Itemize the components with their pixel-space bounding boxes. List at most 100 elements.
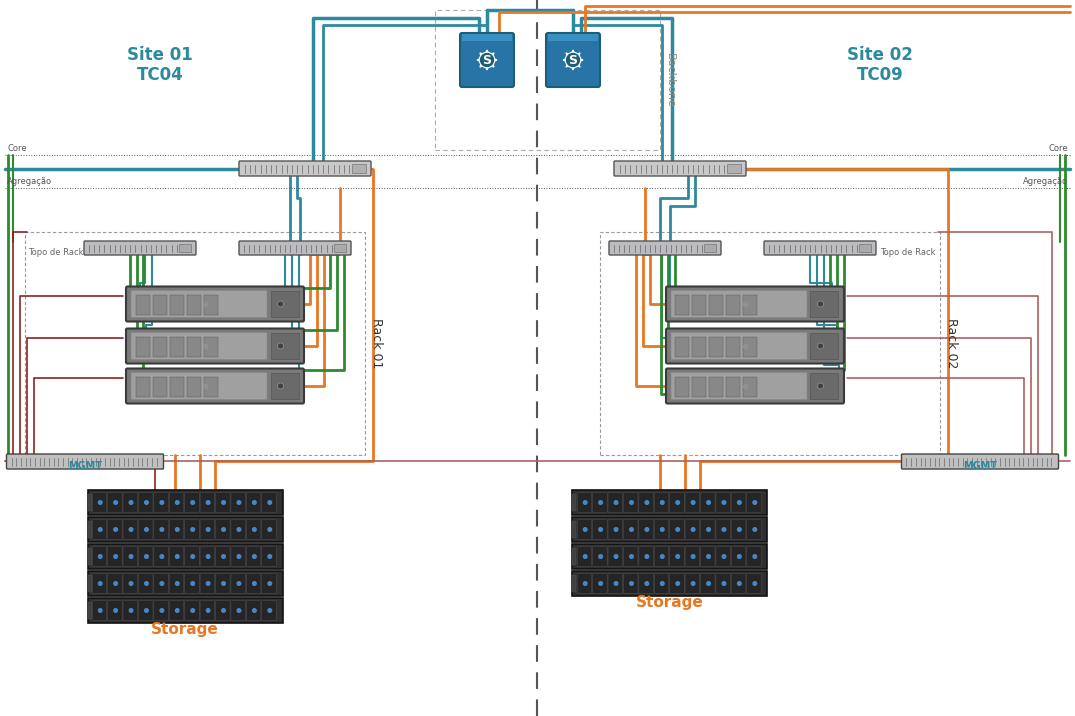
Circle shape xyxy=(238,555,241,558)
Circle shape xyxy=(238,500,241,504)
Circle shape xyxy=(706,500,711,504)
Circle shape xyxy=(630,555,633,558)
FancyBboxPatch shape xyxy=(577,547,591,566)
Bar xyxy=(170,377,184,397)
Circle shape xyxy=(191,609,195,612)
Text: Storage: Storage xyxy=(152,622,219,637)
Circle shape xyxy=(645,528,648,531)
FancyBboxPatch shape xyxy=(126,369,304,404)
FancyBboxPatch shape xyxy=(262,547,276,566)
Circle shape xyxy=(584,500,587,504)
Text: Site 02
TC09: Site 02 TC09 xyxy=(847,46,913,84)
Circle shape xyxy=(645,555,648,558)
Bar xyxy=(727,295,741,315)
Circle shape xyxy=(238,609,241,612)
FancyBboxPatch shape xyxy=(685,574,700,594)
FancyBboxPatch shape xyxy=(262,574,276,594)
Bar xyxy=(573,548,576,565)
FancyBboxPatch shape xyxy=(262,601,276,620)
Bar xyxy=(87,490,283,515)
FancyBboxPatch shape xyxy=(546,33,600,87)
FancyBboxPatch shape xyxy=(139,574,153,594)
Circle shape xyxy=(221,581,226,585)
Circle shape xyxy=(206,581,210,585)
FancyBboxPatch shape xyxy=(731,574,746,594)
Bar xyxy=(675,295,689,315)
FancyBboxPatch shape xyxy=(639,493,654,513)
FancyBboxPatch shape xyxy=(262,520,276,539)
Circle shape xyxy=(206,528,210,531)
Circle shape xyxy=(660,528,664,531)
Bar xyxy=(727,377,741,397)
Circle shape xyxy=(645,581,648,585)
Bar xyxy=(692,377,706,397)
FancyBboxPatch shape xyxy=(685,520,700,539)
Circle shape xyxy=(268,609,272,612)
FancyBboxPatch shape xyxy=(592,547,607,566)
Circle shape xyxy=(706,581,711,585)
Bar xyxy=(203,377,217,397)
FancyBboxPatch shape xyxy=(126,329,304,364)
Circle shape xyxy=(129,581,133,585)
Text: Topo de Rack: Topo de Rack xyxy=(28,248,84,257)
FancyBboxPatch shape xyxy=(92,547,106,566)
FancyBboxPatch shape xyxy=(92,520,106,539)
Bar xyxy=(135,295,149,315)
FancyBboxPatch shape xyxy=(701,493,715,513)
FancyBboxPatch shape xyxy=(169,601,184,620)
FancyBboxPatch shape xyxy=(624,520,637,539)
FancyBboxPatch shape xyxy=(169,547,184,566)
FancyBboxPatch shape xyxy=(671,372,807,400)
FancyBboxPatch shape xyxy=(131,332,267,359)
Circle shape xyxy=(737,555,741,558)
FancyBboxPatch shape xyxy=(655,520,669,539)
FancyBboxPatch shape xyxy=(655,574,669,594)
Bar xyxy=(87,517,283,542)
FancyBboxPatch shape xyxy=(108,547,123,566)
FancyBboxPatch shape xyxy=(131,291,267,317)
Circle shape xyxy=(630,500,633,504)
FancyBboxPatch shape xyxy=(126,286,304,321)
Text: Agregação: Agregação xyxy=(8,177,52,186)
Circle shape xyxy=(99,500,102,504)
Circle shape xyxy=(599,555,602,558)
FancyBboxPatch shape xyxy=(185,574,199,594)
Bar xyxy=(573,490,768,515)
Circle shape xyxy=(129,555,133,558)
FancyBboxPatch shape xyxy=(154,601,169,620)
FancyBboxPatch shape xyxy=(548,34,598,41)
Circle shape xyxy=(191,581,195,585)
FancyBboxPatch shape xyxy=(624,574,637,594)
Circle shape xyxy=(691,528,694,531)
FancyBboxPatch shape xyxy=(671,291,807,317)
Bar xyxy=(271,291,299,317)
FancyBboxPatch shape xyxy=(139,601,153,620)
FancyBboxPatch shape xyxy=(139,493,153,513)
Circle shape xyxy=(676,500,679,504)
Text: S: S xyxy=(569,54,577,67)
Circle shape xyxy=(99,555,102,558)
Circle shape xyxy=(752,500,757,504)
Circle shape xyxy=(129,500,133,504)
FancyBboxPatch shape xyxy=(716,520,731,539)
FancyBboxPatch shape xyxy=(592,574,607,594)
Text: ⊕: ⊕ xyxy=(742,382,748,390)
FancyBboxPatch shape xyxy=(200,547,215,566)
Circle shape xyxy=(238,528,241,531)
FancyBboxPatch shape xyxy=(200,601,215,620)
Bar xyxy=(180,244,191,252)
Circle shape xyxy=(145,555,148,558)
Bar xyxy=(135,337,149,357)
FancyBboxPatch shape xyxy=(670,520,684,539)
FancyBboxPatch shape xyxy=(215,601,230,620)
FancyBboxPatch shape xyxy=(92,493,106,513)
FancyBboxPatch shape xyxy=(701,574,715,594)
Text: MGMT: MGMT xyxy=(963,461,997,471)
Circle shape xyxy=(221,528,226,531)
FancyBboxPatch shape xyxy=(577,493,591,513)
Text: S: S xyxy=(483,54,491,67)
Text: Site 01
TC04: Site 01 TC04 xyxy=(127,46,192,84)
FancyBboxPatch shape xyxy=(169,493,184,513)
FancyBboxPatch shape xyxy=(239,241,352,255)
Circle shape xyxy=(722,555,726,558)
